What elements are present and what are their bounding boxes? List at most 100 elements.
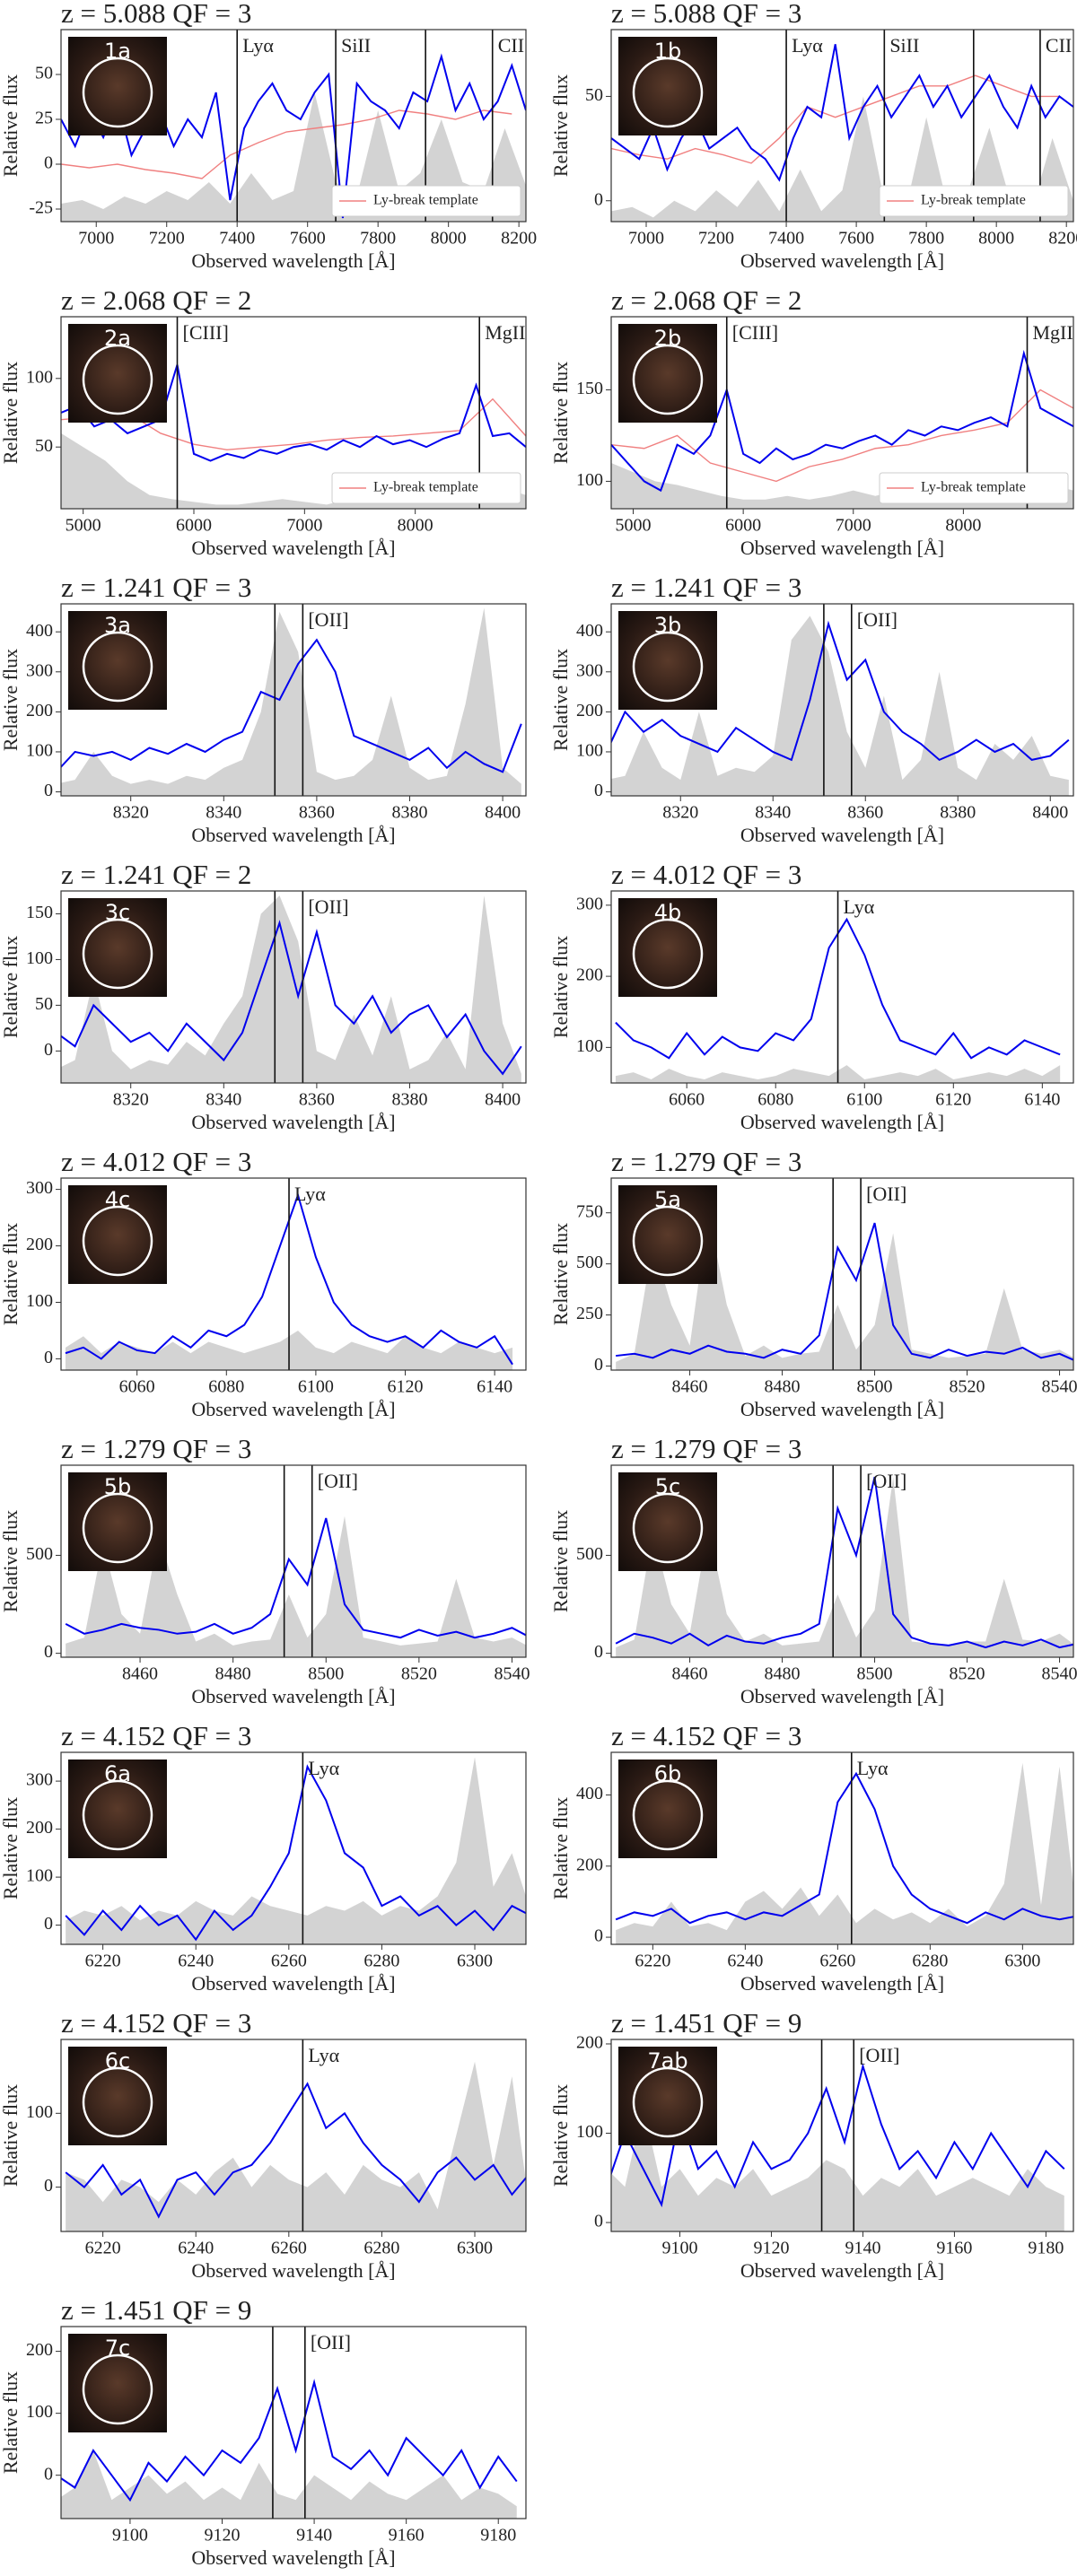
spectrum-line (61, 364, 526, 462)
frame (60, 1464, 527, 1658)
x-tick-label: 9180 (480, 2526, 516, 2545)
x-axis-label: Observed wavelength [Å] (740, 1972, 944, 1995)
feature-label: [OII] (308, 608, 348, 631)
x-tick-label: 8500 (857, 1377, 893, 1397)
frame (610, 29, 1074, 223)
x-axis-label: Observed wavelength [Å] (191, 824, 395, 846)
frame (60, 2326, 527, 2519)
chart-title: z = 2.068 QF = 2 (61, 284, 251, 316)
y-axis-label: Relative flux (0, 936, 22, 1038)
y-tick-label: 50 (35, 64, 53, 83)
spectrum-line (61, 638, 522, 773)
y-tick-label: 200 (576, 2033, 603, 2053)
x-tick-label: 8480 (765, 1664, 801, 1684)
x-tick-label: 6280 (363, 2239, 399, 2258)
y-axis-label: Relative flux (549, 2084, 572, 2187)
frame (60, 2039, 527, 2232)
x-tick-label: 6260 (271, 2239, 307, 2258)
x-tick-label: 8340 (206, 1090, 241, 1110)
frame (60, 29, 527, 223)
panel: Lyα 6060 6080 6100 6120 6140 100 200 300 z = 4.01… (549, 859, 1074, 1133)
legend-box (331, 185, 521, 217)
x-tick-label: 6140 (477, 1377, 512, 1397)
x-tick-label: 6280 (363, 1952, 399, 1971)
x-tick-label: 8200 (501, 229, 537, 249)
y-tick-label: 200 (26, 2340, 53, 2360)
y-tick-label: 150 (26, 903, 53, 922)
sky-area (66, 2061, 526, 2231)
x-tick-label: 8340 (206, 803, 241, 823)
panel: [CIII] MgII 5000 6000 7000 8000 100 150 z = 2.06… (549, 284, 1074, 559)
y-tick-label: 100 (26, 741, 53, 761)
x-axis-label: Observed wavelength [Å] (740, 2259, 944, 2282)
x-tick-label: 8360 (847, 803, 883, 823)
sky-area (616, 1212, 1073, 1370)
x-tick-label: 7200 (149, 229, 185, 249)
y-tick-label: 100 (576, 470, 603, 490)
y-tick-label: 50 (35, 436, 53, 456)
feature-label: [OII] (318, 1470, 358, 1492)
x-tick-label: 6220 (85, 1952, 121, 1971)
y-tick-label: 500 (576, 1253, 603, 1272)
x-tick-label: 6000 (176, 516, 212, 536)
chart-title: z = 4.152 QF = 3 (61, 1720, 251, 1751)
plot-area (616, 1212, 1073, 1370)
y-tick-label: 100 (26, 1291, 53, 1311)
x-tick-label: 9140 (845, 2239, 880, 2258)
x-tick-label: 7800 (360, 229, 396, 249)
legend-label: Ly-break template (921, 193, 1026, 208)
x-tick-label: 8380 (940, 803, 976, 823)
feature-label: [OII] (857, 608, 898, 631)
feature-label: Lyα (844, 895, 875, 918)
frame (60, 316, 527, 510)
inset-label: 4c (105, 1187, 130, 1212)
x-tick-label: 8460 (672, 1664, 708, 1684)
aperture (82, 918, 153, 990)
aperture (82, 1779, 153, 1851)
chart-title: z = 4.152 QF = 3 (611, 1720, 801, 1751)
x-tick-label: 8360 (299, 803, 335, 823)
x-axis-label: Observed wavelength [Å] (740, 537, 944, 559)
feature-label: SiII (889, 34, 919, 57)
feature-label: Lyα (242, 34, 274, 57)
chart-title: z = 1.241 QF = 2 (61, 859, 251, 890)
frame (610, 890, 1074, 1084)
x-tick-label: 6080 (757, 1090, 793, 1110)
inset-label: 5a (654, 1187, 681, 1212)
plot-area (61, 895, 522, 1083)
inset-label: 3b (654, 613, 682, 638)
y-axis-label: Relative flux (0, 2084, 22, 2187)
x-tick-label: 9100 (112, 2526, 148, 2545)
y-tick-label: 0 (594, 1926, 603, 1946)
frame (610, 1464, 1074, 1658)
x-tick-label: 6080 (208, 1377, 244, 1397)
frame (610, 2039, 1074, 2232)
y-tick-label: 400 (576, 621, 603, 641)
x-tick-label: 7000 (78, 229, 114, 249)
y-tick-label: 0 (44, 781, 53, 800)
y-tick-label: 0 (594, 189, 603, 209)
legend: Ly-break template (879, 472, 1069, 504)
x-axis-label: Observed wavelength [Å] (740, 249, 944, 272)
y-tick-label: 300 (26, 1770, 53, 1790)
x-tick-label: 8000 (398, 516, 433, 536)
aperture (632, 2066, 704, 2138)
feature-label: [CIII] (183, 321, 229, 344)
x-tick-label: 6220 (635, 1952, 670, 1971)
x-axis-label: Observed wavelength [Å] (740, 1398, 944, 1420)
x-tick-label: 6220 (85, 2239, 121, 2258)
x-tick-label: 9160 (936, 2239, 972, 2258)
x-tick-label: 9100 (661, 2239, 697, 2258)
x-tick-label: 7600 (290, 229, 326, 249)
y-tick-label: 200 (576, 701, 603, 720)
plot-area (65, 2061, 526, 2231)
x-axis-label: Observed wavelength [Å] (191, 249, 395, 272)
inset-label: 3a (104, 613, 131, 638)
x-tick-label: 6060 (119, 1377, 155, 1397)
feature-label: MgII (485, 321, 525, 344)
aperture (632, 1779, 704, 1851)
y-tick-label: 750 (576, 1201, 603, 1221)
legend-box (331, 472, 521, 504)
plot-area (61, 607, 522, 796)
